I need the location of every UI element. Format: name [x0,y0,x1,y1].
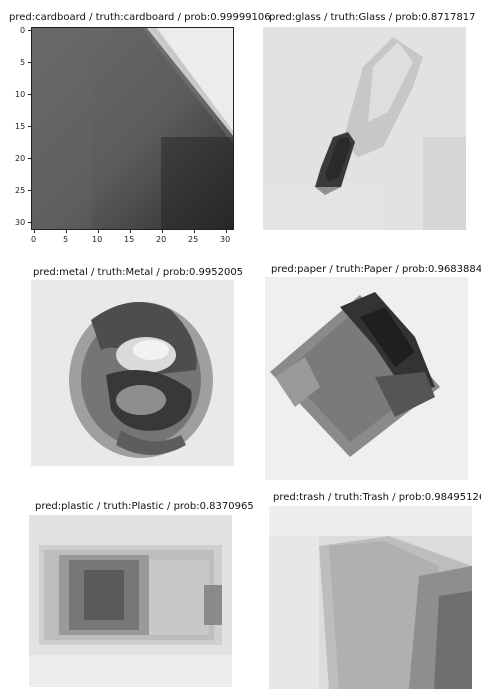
image-cardboard [31,27,234,230]
x-tick [162,230,163,233]
y-tick-label: 15 [15,122,26,131]
y-tick-label: 10 [15,90,26,99]
panel-title: pred:trash / truth:Trash / prob:0.984951… [273,492,481,503]
y-tick-label: 25 [15,186,26,195]
x-tick [226,230,227,233]
x-tick-label: 10 [92,235,103,244]
y-tick [28,222,31,223]
x-tick-label: 30 [220,235,231,244]
x-tick [98,230,99,233]
panel-title: pred:cardboard / truth:cardboard / prob:… [9,12,271,23]
x-tick-label: 5 [63,235,69,244]
panel-title: pred:plastic / truth:Plastic / prob:0.83… [35,501,254,512]
y-tick [28,62,31,63]
y-tick-label: 0 [20,26,26,35]
y-tick [28,158,31,159]
y-tick [28,94,31,95]
image-paper [265,277,468,480]
y-tick [28,190,31,191]
y-tick-label: 5 [20,58,26,67]
x-tick [34,230,35,233]
x-tick-label: 0 [31,235,37,244]
x-tick-label: 25 [188,235,199,244]
y-tick-label: 30 [15,218,26,227]
x-tick [66,230,67,233]
x-tick-label: 15 [124,235,135,244]
x-tick [130,230,131,233]
x-tick [194,230,195,233]
image-trash [269,506,472,689]
x-tick-label: 20 [156,235,167,244]
y-tick [28,126,31,127]
image-plastic [29,515,232,687]
y-tick [28,30,31,31]
panel-title: pred:paper / truth:Paper / prob:0.968388… [271,264,481,275]
image-metal [31,280,234,466]
y-tick-label: 20 [15,154,26,163]
image-glass [263,27,466,230]
panel-title: pred:glass / truth:Glass / prob:0.871781… [269,12,476,23]
panel-title: pred:metal / truth:Metal / prob:0.995200… [33,267,244,278]
